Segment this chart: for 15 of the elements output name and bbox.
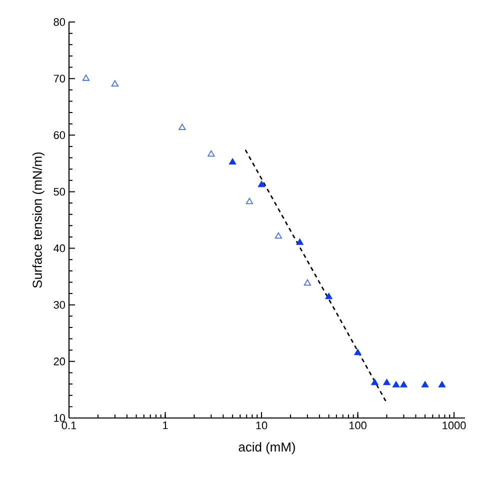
y-tick-label: 80 bbox=[54, 18, 66, 26]
y-tick-label: 30 bbox=[54, 300, 66, 309]
y-tick-label: 20 bbox=[54, 358, 66, 366]
y-tick-label: 10 bbox=[54, 414, 66, 422]
x-tick-label: 0.1 bbox=[62, 422, 76, 430]
x-tick-label: 1000 bbox=[442, 422, 466, 430]
y-tick-label: 40 bbox=[54, 244, 66, 252]
x-axis-title: acid (mM) bbox=[238, 442, 295, 454]
x-tick-label: 1 bbox=[163, 422, 168, 430]
y-tick-label: 50 bbox=[54, 188, 66, 196]
y-axis-title: Surface tension (mN/m) bbox=[32, 152, 44, 288]
x-tick-label: 10 bbox=[256, 422, 268, 430]
x-tick-label: 100 bbox=[349, 422, 366, 430]
y-tick-label: 70 bbox=[54, 74, 66, 82]
y-tick-label: 60 bbox=[54, 131, 66, 140]
